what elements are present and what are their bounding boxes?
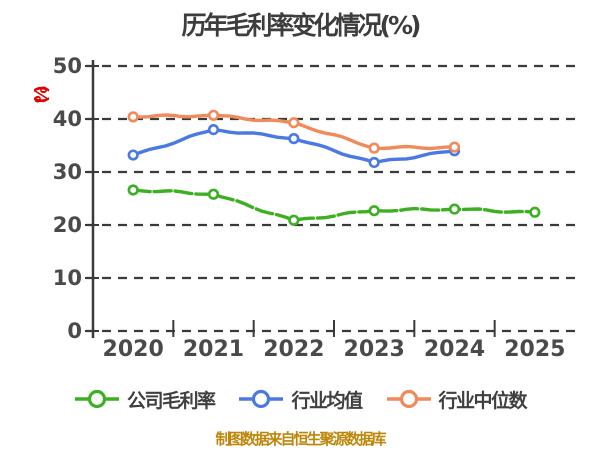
data-point-marker	[529, 206, 541, 218]
data-point-marker	[127, 111, 139, 123]
y-axis-tick-label: 10	[53, 266, 82, 290]
y-axis-tick-label: 0	[67, 319, 82, 343]
data-point-marker	[448, 141, 461, 153]
legend-marker-icon	[74, 389, 119, 409]
data-point-marker	[207, 124, 220, 136]
chart-legend: 公司毛利率 行业均值 行业中位数	[0, 382, 600, 416]
x-axis-tick-label: 2021	[183, 337, 244, 362]
x-axis-tick-label: 2022	[263, 337, 324, 362]
legend-label: 行业均值	[291, 389, 363, 412]
chart-title: 历年毛利率变化情况(%)	[181, 11, 422, 40]
data-point-marker	[127, 184, 139, 196]
x-axis-tick-label: 2020	[103, 337, 164, 362]
data-source-note: 制图数据来自恒生聚源数据库	[215, 430, 386, 448]
x-axis-tick-label: 2023	[344, 337, 405, 362]
data-point-marker	[368, 205, 380, 217]
x-axis-tick-label: 2025	[504, 337, 565, 362]
data-point-marker	[288, 214, 300, 226]
y-axis-tick-label: 30	[53, 160, 82, 184]
y-axis-tick-label: 20	[53, 213, 82, 237]
data-point-marker	[368, 156, 380, 169]
legend-label: 行业中位数	[438, 389, 528, 412]
data-point-marker	[207, 188, 220, 200]
x-axis-tick-label: 2024	[424, 337, 485, 362]
legend-item-0[interactable]: 公司毛利率	[74, 386, 216, 413]
series-line	[131, 188, 537, 222]
legend-marker-icon	[239, 389, 284, 409]
data-point-marker	[288, 133, 300, 145]
data-point-marker	[448, 203, 461, 215]
y-axis-tick-label: 40	[53, 107, 82, 131]
legend-label: 公司毛利率	[126, 389, 216, 412]
y-axis-tick-label: 50	[53, 54, 82, 78]
data-point-marker	[207, 109, 220, 121]
data-point-marker	[288, 117, 300, 129]
data-point-marker	[127, 149, 139, 161]
legend-item-1[interactable]: 行业均值	[238, 386, 363, 413]
legend-item-2[interactable]: 行业中位数	[386, 386, 528, 413]
legend-marker-icon	[386, 389, 431, 409]
data-point-marker	[368, 142, 380, 154]
